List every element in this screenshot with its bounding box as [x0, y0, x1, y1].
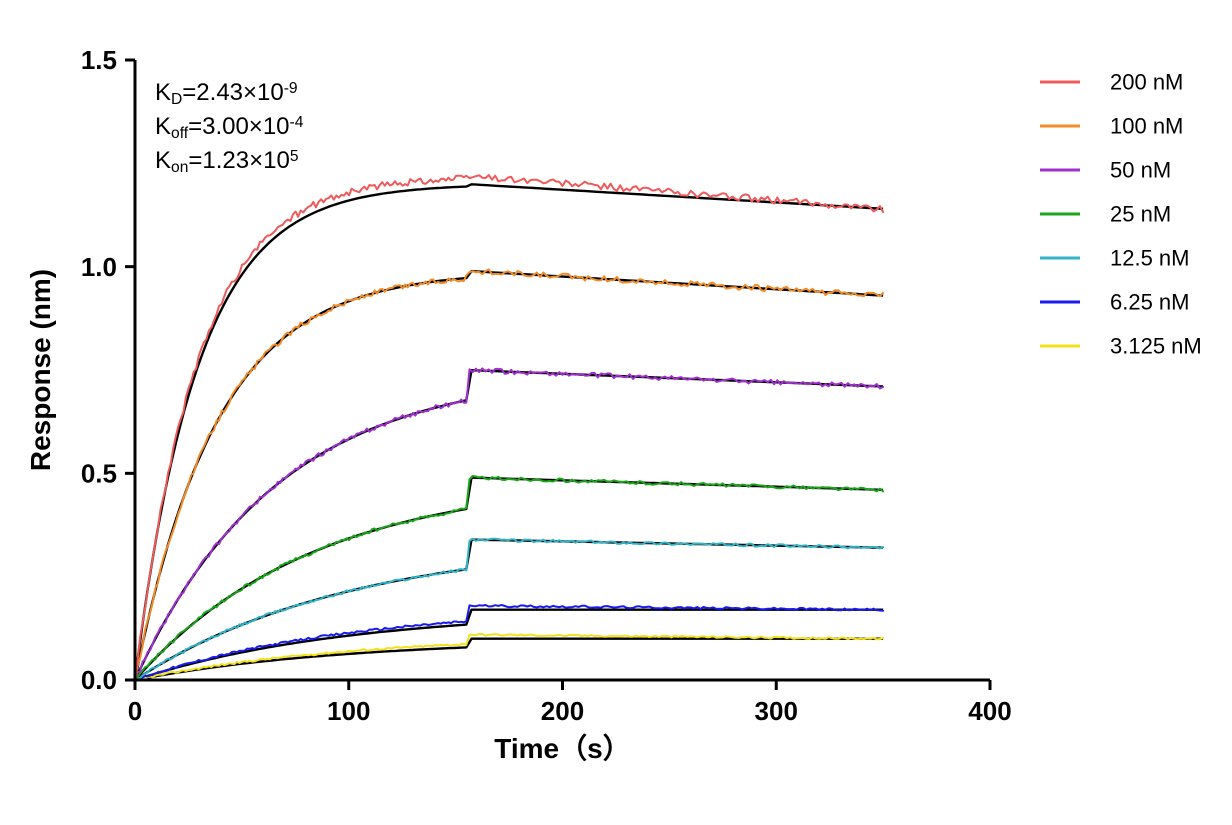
y-tick-label: 1.0	[81, 252, 117, 282]
legend-label: 12.5 nM	[1110, 246, 1190, 271]
x-tick-label: 0	[128, 696, 142, 726]
y-tick-label: 1.5	[81, 45, 117, 75]
y-tick-label: 0.0	[81, 665, 117, 695]
legend-label: 6.25 nM	[1110, 290, 1190, 315]
x-tick-label: 200	[541, 696, 584, 726]
bli-sensorgram-chart: 0 100 200 300 400 0.0 0.5 1.0 1.5 Time（s） Response…	[0, 0, 1232, 825]
x-axis-label: Time（s）	[494, 732, 630, 764]
legend-label: 25 nM	[1110, 202, 1171, 227]
y-tick-label: 0.5	[81, 458, 117, 488]
x-tick-label: 400	[968, 696, 1011, 726]
x-tick-label: 100	[327, 696, 370, 726]
x-tick-label: 300	[755, 696, 798, 726]
legend-label: 3.125 nM	[1110, 334, 1202, 359]
legend-label: 100 nM	[1110, 114, 1183, 139]
legend-label: 200 nM	[1110, 70, 1183, 95]
legend-label: 50 nM	[1110, 158, 1171, 183]
chart-container: 0 100 200 300 400 0.0 0.5 1.0 1.5 Time（s） Response…	[0, 0, 1232, 825]
y-axis-label: Response (nm)	[25, 269, 56, 471]
